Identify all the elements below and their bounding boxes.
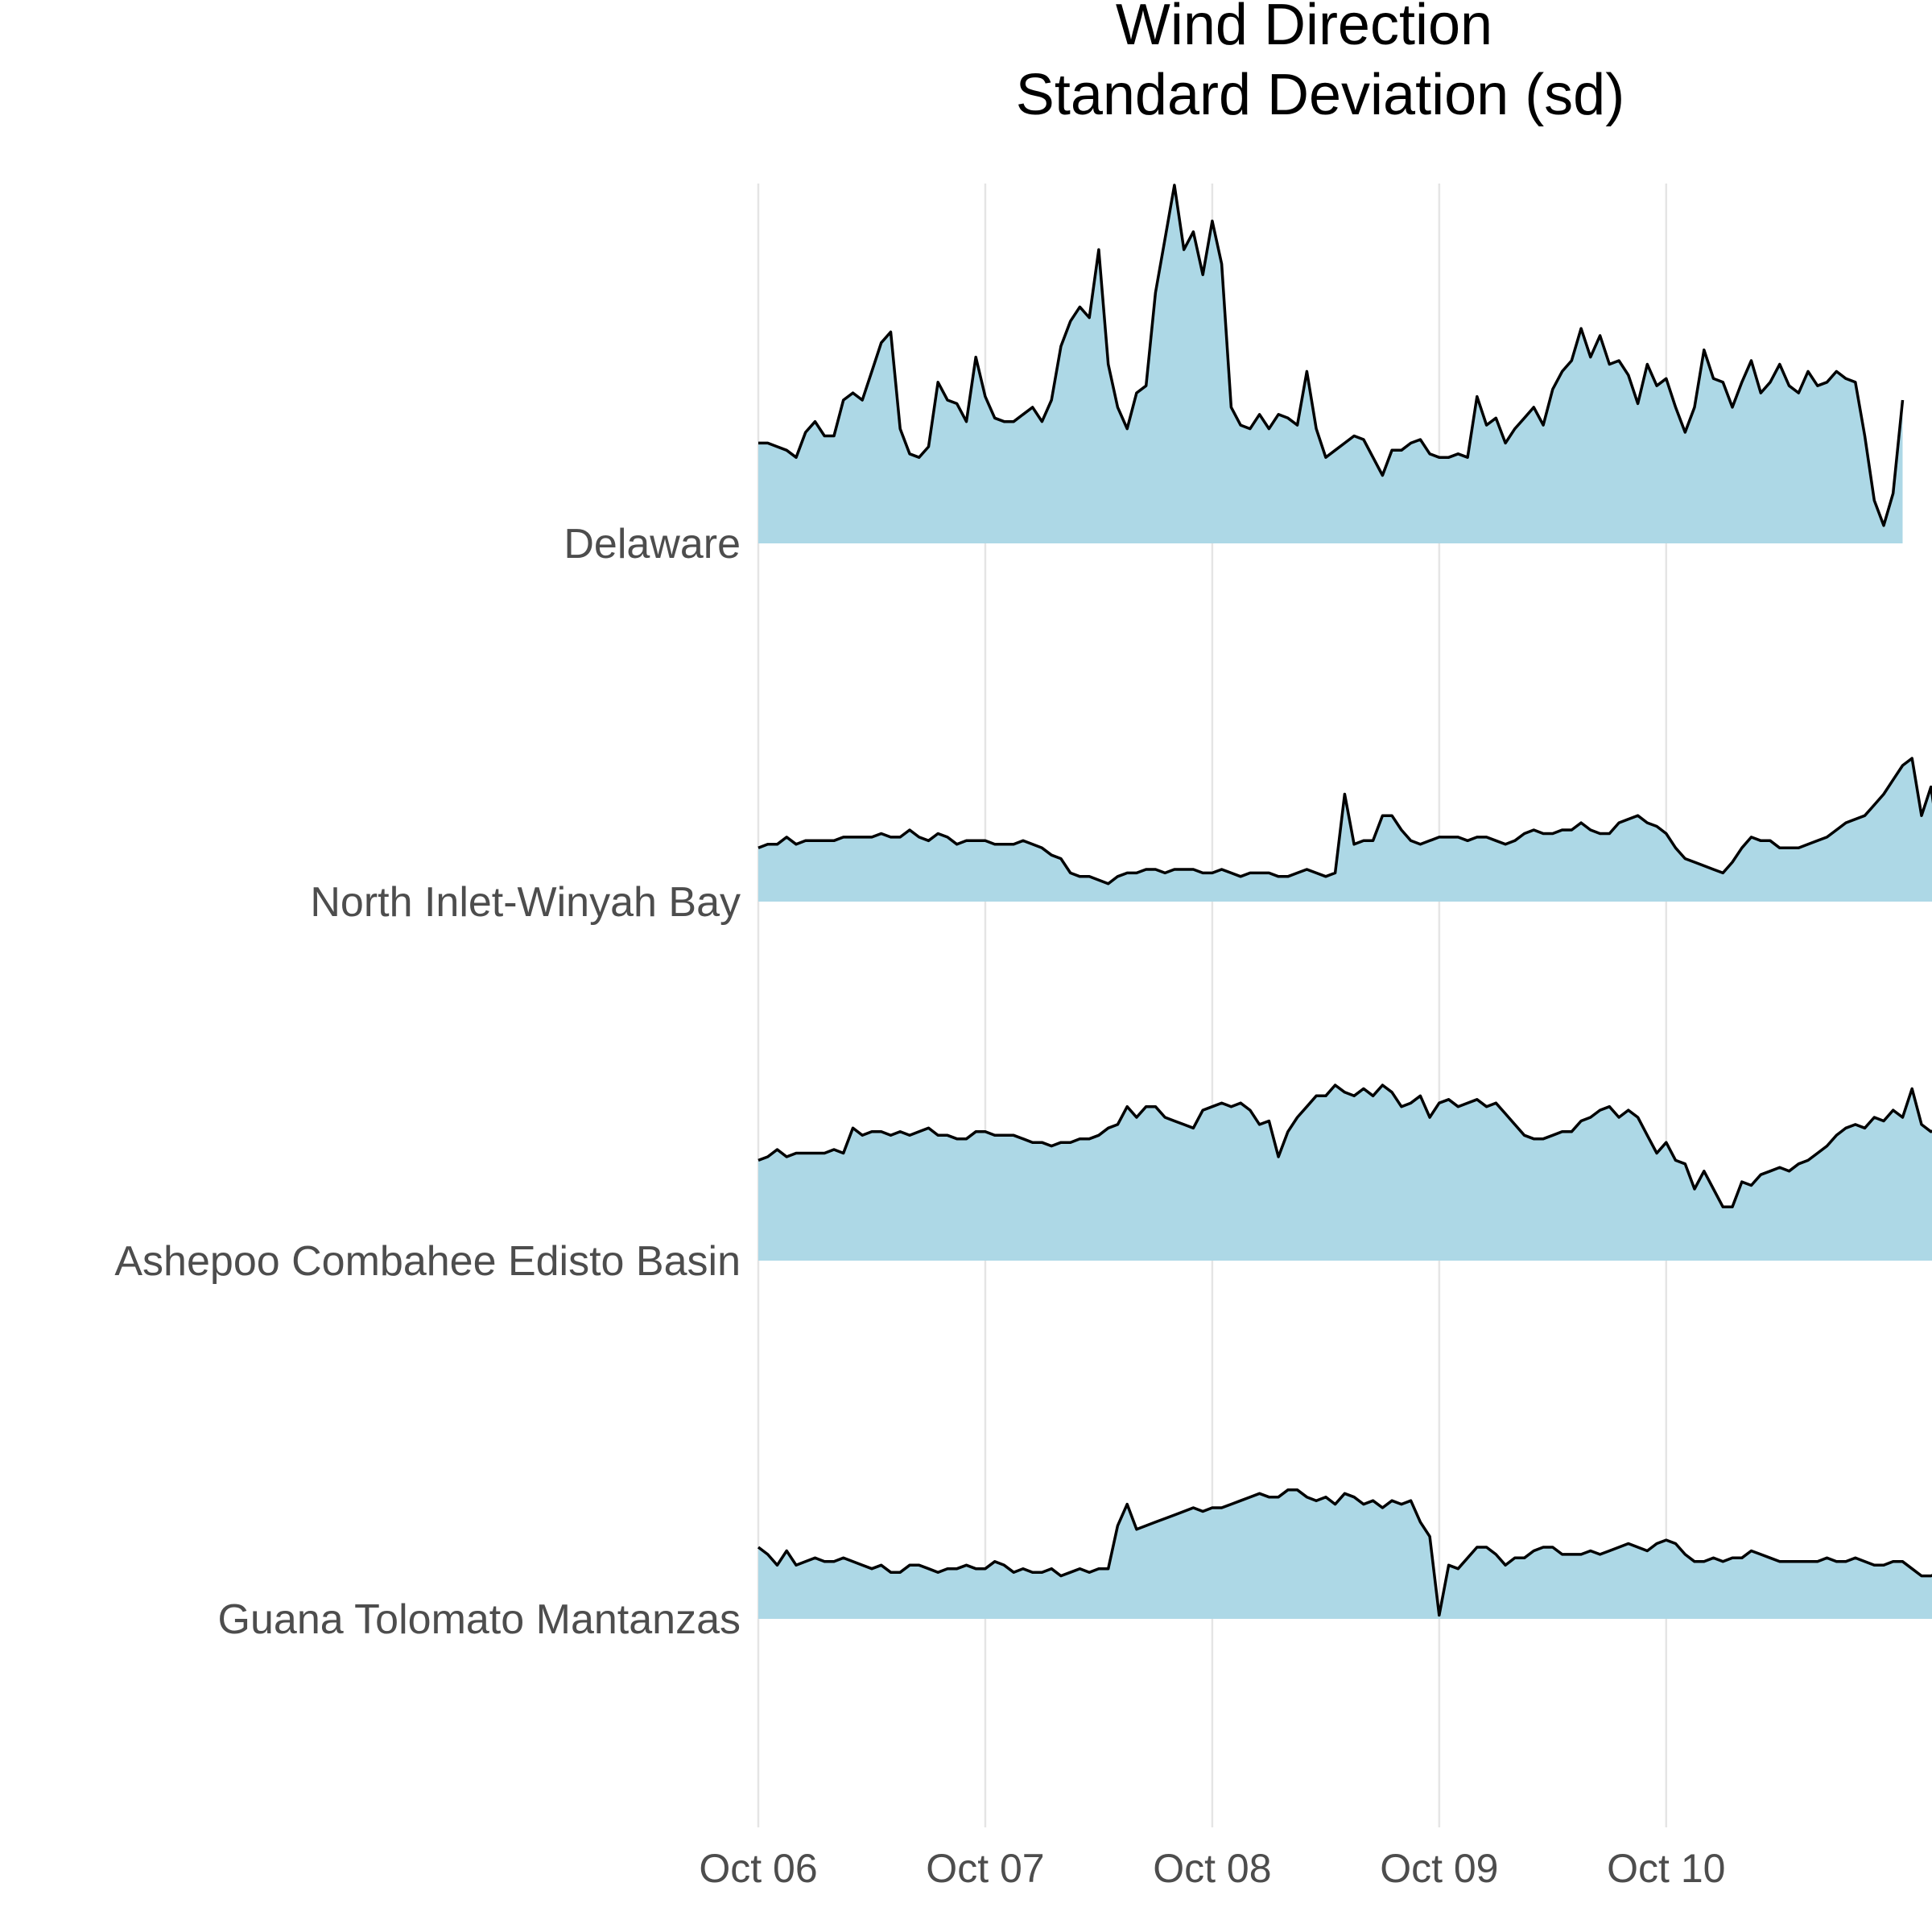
y-axis-label: North Inlet-Winyah Bay	[310, 879, 741, 926]
ridge-area	[758, 758, 1932, 902]
x-tick-label: Oct 06	[699, 1846, 817, 1891]
ridge-line	[757, 1488, 1932, 1617]
ridge-delaware	[758, 184, 1905, 543]
x-tick-label: Oct 10	[1607, 1846, 1725, 1891]
x-tick-label: Oct 08	[1153, 1846, 1271, 1891]
y-axis-label: Guana Tolomato Mantanzas	[218, 1596, 741, 1643]
x-tick-label: Oct 09	[1380, 1846, 1498, 1891]
ridge-area	[758, 1085, 1932, 1261]
ridge-line	[758, 184, 1905, 527]
ridge-north-inlet-winyah-bay	[758, 757, 1932, 902]
ridges	[757, 184, 1932, 1619]
y-axis-labels: Delaware North Inlet-Winyah Bay Ashepoo Co…	[114, 521, 741, 1643]
x-tick-label: Oct 07	[926, 1846, 1044, 1891]
ridge-area	[758, 1489, 1932, 1619]
ridge-guana-tolomato-mantanzas	[757, 1488, 1932, 1619]
chart-title-line-2: Standard Deviation (sd)	[1016, 63, 1624, 127]
ridge-line	[758, 1084, 1932, 1209]
chart-title-line-1: Wind Direction	[1116, 0, 1492, 57]
y-axis-label: Ashepoo Combahee Edisto Basin	[114, 1238, 741, 1285]
ridge-ashepoo-combahee-edisto-basin	[758, 1084, 1932, 1261]
ridge-area	[758, 185, 1903, 543]
ridge-line	[758, 757, 1932, 886]
y-axis-label: Delaware	[564, 521, 741, 568]
x-axis-ticks: Oct 06 Oct 07 Oct 08 Oct 09 Oct 10	[699, 1846, 1725, 1891]
